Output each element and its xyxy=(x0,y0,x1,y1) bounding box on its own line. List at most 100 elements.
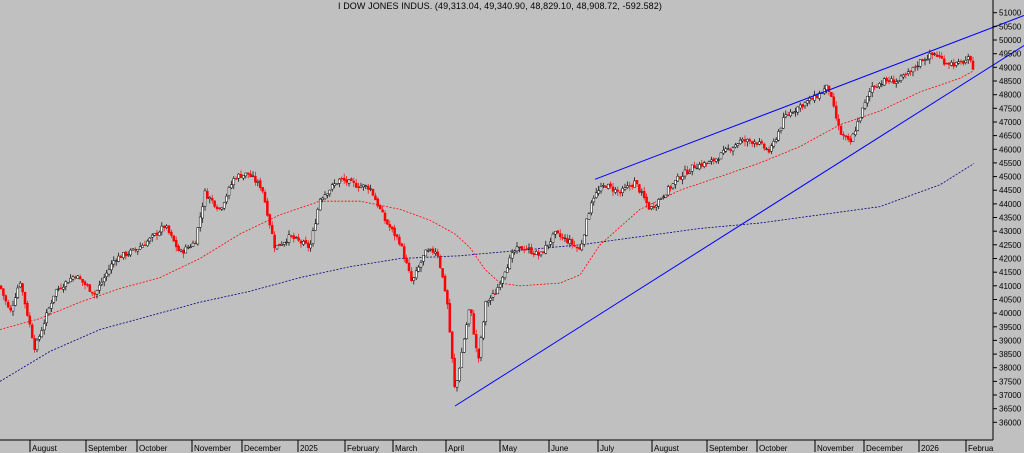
candle-body xyxy=(4,295,8,302)
candle-body xyxy=(587,213,591,220)
candle-body xyxy=(400,243,404,247)
candle-body xyxy=(203,190,207,207)
candle-body xyxy=(784,114,788,118)
y-tick-label: 39000 xyxy=(999,336,1022,345)
x-tick-label: August xyxy=(654,444,680,453)
candle-body xyxy=(182,250,185,254)
candle-body xyxy=(933,53,936,55)
candle-body xyxy=(566,238,569,244)
candle-body xyxy=(635,180,639,185)
candle-body xyxy=(98,284,101,291)
candle-body xyxy=(803,101,807,107)
candle-body xyxy=(825,84,828,91)
candle-body xyxy=(146,240,149,247)
candle-body xyxy=(971,60,975,70)
candles-layer xyxy=(0,49,975,392)
y-tick-label: 42000 xyxy=(999,255,1022,264)
candle-body xyxy=(918,59,922,67)
candle-body xyxy=(779,127,783,131)
candle-body xyxy=(402,246,406,259)
y-tick-label: 38000 xyxy=(999,364,1022,373)
x-tick-label: December xyxy=(866,444,903,453)
x-tick-label: November xyxy=(817,444,854,453)
candle-body xyxy=(426,250,430,252)
candle-body xyxy=(890,78,893,83)
candle-body xyxy=(962,60,965,64)
candle-body xyxy=(844,135,848,138)
candle-body xyxy=(753,141,756,144)
candle-body xyxy=(791,112,795,114)
candle-body xyxy=(532,253,536,255)
x-tick-label: April xyxy=(448,444,464,453)
candle-body xyxy=(537,252,540,256)
y-tick-label: 40500 xyxy=(999,296,1022,305)
candle-body xyxy=(138,246,142,250)
candle-body xyxy=(813,94,816,101)
x-tick-label: 2025 xyxy=(300,444,318,453)
candle-body xyxy=(6,301,10,308)
candle-body xyxy=(2,288,5,296)
candle-body xyxy=(86,284,89,286)
candle-body xyxy=(282,242,286,245)
candle-body xyxy=(405,257,408,264)
candle-body xyxy=(148,237,152,242)
candle-body xyxy=(35,339,39,351)
candle-body xyxy=(21,283,24,293)
candle-body xyxy=(839,125,843,135)
candle-body xyxy=(376,198,380,207)
y-tick-label: 41500 xyxy=(999,268,1022,277)
candle-body xyxy=(858,117,862,122)
candle-body xyxy=(561,237,564,239)
y-tick-label: 43500 xyxy=(999,214,1022,223)
candle-body xyxy=(50,303,53,309)
candle-body xyxy=(126,254,130,256)
candle-body xyxy=(508,257,512,269)
candle-body xyxy=(671,183,675,189)
candle-body xyxy=(630,185,634,187)
candle-body xyxy=(515,246,519,252)
y-tick-label: 46000 xyxy=(999,145,1022,154)
candle-body xyxy=(765,148,768,151)
candle-body xyxy=(957,61,960,64)
candle-body xyxy=(232,178,236,186)
y-tick-label: 40000 xyxy=(999,309,1022,318)
candle-body xyxy=(794,110,797,113)
candle-body xyxy=(239,173,243,178)
candle-body xyxy=(729,149,732,151)
candle-body xyxy=(254,175,257,183)
candle-body xyxy=(789,111,792,117)
candle-body xyxy=(95,290,99,295)
candle-body xyxy=(736,143,740,146)
candle-body xyxy=(350,178,353,181)
candle-body xyxy=(297,237,300,241)
ma-long-layer xyxy=(0,163,975,382)
candle-body xyxy=(446,290,449,305)
candle-body xyxy=(366,185,370,190)
y-tick-label: 44500 xyxy=(999,186,1022,195)
candle-body xyxy=(23,291,27,305)
candle-body xyxy=(309,244,312,249)
candle-body xyxy=(489,297,492,301)
y-tick-label: 44000 xyxy=(999,200,1022,209)
candle-body xyxy=(854,130,857,135)
candle-body xyxy=(638,184,641,193)
candle-body xyxy=(866,96,869,104)
candle-body xyxy=(33,338,36,350)
candle-body xyxy=(273,234,276,249)
candle-body xyxy=(609,183,612,187)
candle-body xyxy=(549,241,552,245)
x-tick-label: March xyxy=(395,444,417,453)
candle-body xyxy=(861,107,864,118)
y-tick-label: 45000 xyxy=(999,173,1022,182)
candle-body xyxy=(830,91,833,98)
candle-body xyxy=(158,231,161,236)
y-tick-label: 51000 xyxy=(999,9,1022,18)
candle-body xyxy=(342,177,346,181)
trendlines-layer xyxy=(454,15,1024,407)
y-tick-label: 41000 xyxy=(999,282,1022,291)
candle-body xyxy=(170,231,173,236)
candle-body xyxy=(633,180,636,188)
candle-body xyxy=(191,242,195,247)
candle-body xyxy=(695,167,699,170)
candle-body xyxy=(28,315,32,325)
